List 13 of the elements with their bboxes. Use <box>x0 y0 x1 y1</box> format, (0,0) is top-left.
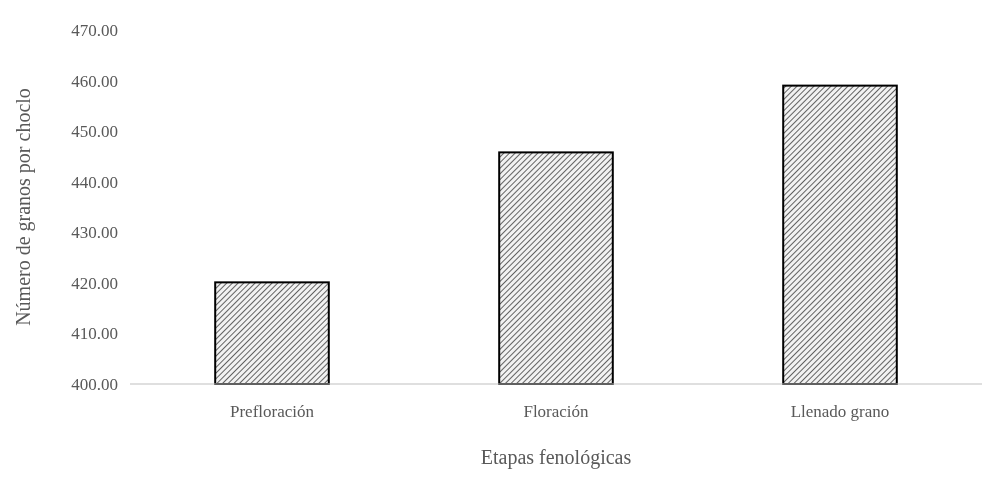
y-tick-label: 420.00 <box>71 273 118 293</box>
y-tick-label: 460.00 <box>71 71 118 91</box>
y-tick-label: 410.00 <box>71 324 118 344</box>
x-axis-title: Etapas fenológicas <box>480 446 632 469</box>
x-tick-label: Llenado grano <box>790 402 890 421</box>
y-tick-label: 450.00 <box>71 122 118 142</box>
x-tick-label: Prefloración <box>229 402 315 421</box>
y-tick-label: 400.00 <box>71 374 118 394</box>
x-tick-label: Floración <box>523 402 590 421</box>
y-axis-title: Número de granos por choclo <box>12 88 35 326</box>
y-tick-label: 440.00 <box>71 172 118 192</box>
y-tick-label: 430.00 <box>71 223 118 243</box>
y-tick-label: 470.00 <box>71 20 118 40</box>
